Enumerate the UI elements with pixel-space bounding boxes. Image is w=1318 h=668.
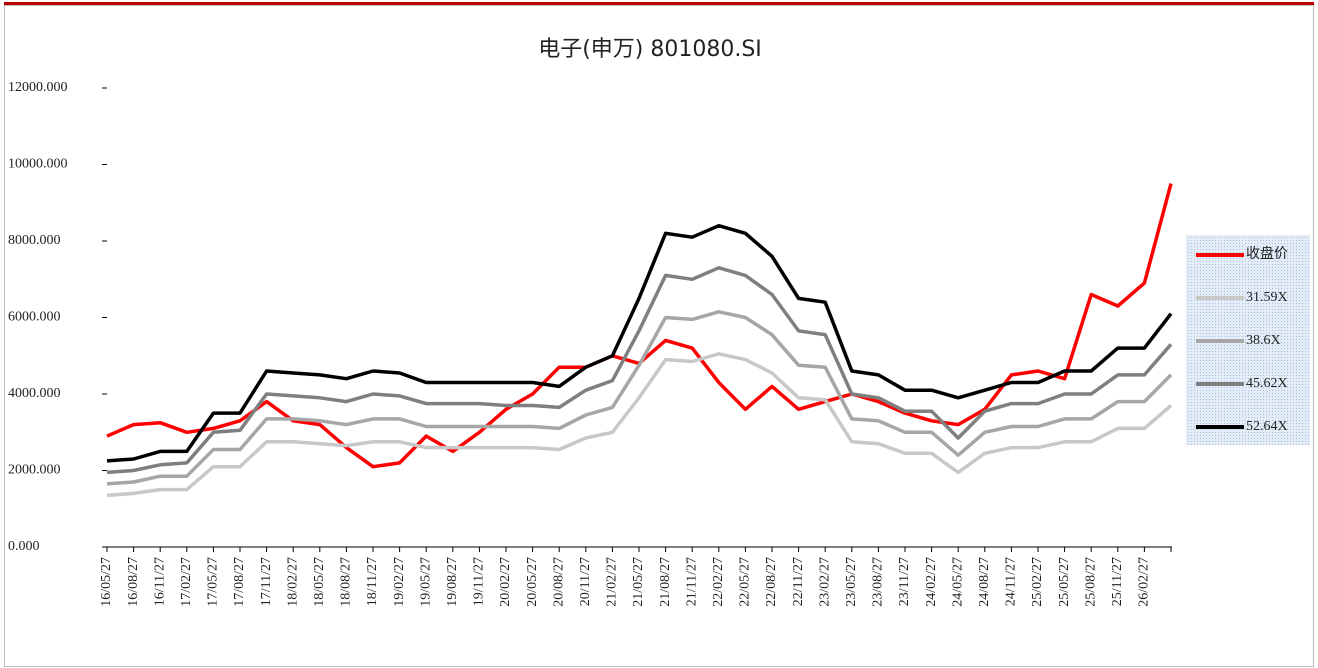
x-tick-label: 22/05/27 — [738, 557, 753, 607]
x-tick-label: 19/08/27 — [445, 557, 460, 607]
x-tick-label: 24/02/27 — [924, 557, 939, 607]
series-line — [106, 352, 1173, 498]
x-tick-label: 16/11/27 — [152, 557, 167, 606]
top-border — [4, 2, 1314, 5]
y-tick-label: 8000.000 — [8, 233, 61, 248]
x-tick-label: 18/08/27 — [339, 557, 354, 607]
x-tick-label: 18/11/27 — [365, 557, 380, 606]
y-tick-label: 12000.000 — [8, 80, 68, 95]
legend-label: 52.64X — [1246, 419, 1288, 434]
x-tick-label: 22/08/27 — [764, 557, 779, 607]
x-tick-label: 19/11/27 — [472, 557, 487, 606]
y-tick-label: 6000.000 — [8, 310, 61, 325]
legend-label: 收盘价 — [1246, 245, 1288, 262]
x-tick-label: 26/02/27 — [1137, 557, 1152, 607]
x-tick-label: 25/08/27 — [1083, 557, 1098, 607]
x-tick-label: 16/08/27 — [126, 557, 141, 607]
y-tick-label: 4000.000 — [8, 386, 61, 401]
series-line — [106, 266, 1173, 475]
x-tick-label: 21/11/27 — [684, 557, 699, 606]
x-tick-label: 17/02/27 — [179, 557, 194, 607]
x-tick-label: 24/05/27 — [950, 557, 965, 607]
x-tick-label: 16/05/27 — [99, 557, 114, 607]
x-tick-label: 24/08/27 — [977, 557, 992, 607]
x-tick-label: 23/02/27 — [817, 557, 832, 607]
x-tick-label: 17/08/27 — [232, 557, 247, 607]
x-tick-label: 20/08/27 — [551, 557, 566, 607]
x-tick-label: 17/11/27 — [259, 557, 274, 606]
y-tick-label: 0.000 — [8, 539, 40, 554]
x-tick-label: 21/05/27 — [631, 557, 646, 607]
legend-label: 31.59X — [1246, 290, 1288, 305]
x-tick-label: 23/08/27 — [871, 557, 886, 607]
legend-label: 38.6X — [1246, 333, 1281, 348]
y-tick-label: 10000.000 — [8, 157, 68, 172]
x-tick-label: 21/08/27 — [658, 557, 673, 607]
x-tick-label: 22/02/27 — [711, 557, 726, 607]
x-tick-label: 19/02/27 — [392, 557, 407, 607]
y-tick-label: 2000.000 — [8, 463, 61, 478]
x-tick-label: 18/02/27 — [285, 557, 300, 607]
x-tick-label: 23/11/27 — [897, 557, 912, 606]
x-tick-label: 22/11/27 — [791, 557, 806, 606]
series-line — [106, 310, 1173, 486]
legend-label: 45.62X — [1246, 376, 1288, 391]
x-tick-label: 19/05/27 — [418, 557, 433, 607]
chart-title: 电子(申万) 801080.SI — [538, 37, 762, 62]
x-tick-label: 18/05/27 — [312, 557, 327, 607]
x-tick-label: 17/05/27 — [206, 557, 221, 607]
x-tick-label: 20/02/27 — [498, 557, 513, 607]
x-tick-label: 25/02/27 — [1030, 557, 1045, 607]
x-tick-label: 20/11/27 — [578, 557, 593, 606]
x-tick-label: 20/05/27 — [525, 557, 540, 607]
series-line — [106, 223, 1173, 463]
x-tick-label: 23/05/27 — [844, 557, 859, 607]
x-tick-label: 21/02/27 — [605, 557, 620, 607]
frame — [4, 5, 1314, 667]
x-tick-label: 24/11/27 — [1004, 557, 1019, 606]
x-tick-label: 25/05/27 — [1057, 557, 1072, 607]
x-tick-label: 25/11/27 — [1110, 557, 1125, 606]
